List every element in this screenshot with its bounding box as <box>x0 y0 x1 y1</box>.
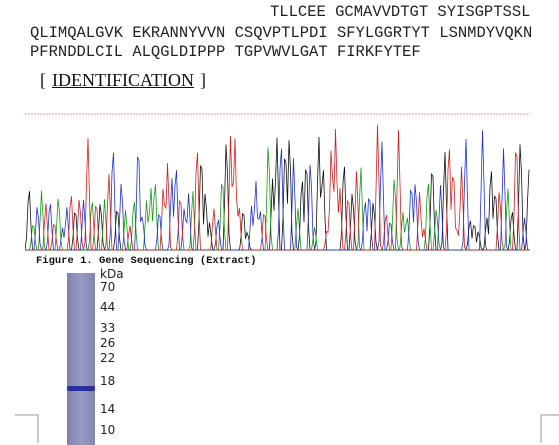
bracket: ] <box>199 70 206 90</box>
section-heading: [ IDENTIFICATION] <box>40 70 206 91</box>
section-title: IDENTIFICATION <box>52 70 194 90</box>
gel-marker: 44 <box>100 300 116 314</box>
chromatogram-bg <box>25 106 530 252</box>
gel-marker: 18 <box>100 374 116 388</box>
gel-marker: 14 <box>100 402 116 416</box>
trace <box>25 124 529 252</box>
sequence-line: TLLCEE GCMAVVDTGT SYISGPTSSL <box>270 3 531 21</box>
gel-marker: 22 <box>100 351 116 365</box>
gel-band <box>67 386 95 391</box>
gel-marker: 70 <box>100 280 116 294</box>
gel-area <box>15 273 559 445</box>
corner-mark <box>540 414 559 443</box>
chromatogram <box>25 106 530 252</box>
bracket: [ <box>40 70 46 90</box>
sequence-line: QLIMQALGVK EKRANNYVVN CSQVPTLPDI SFYLGGR… <box>30 24 533 42</box>
corner-mark <box>15 414 39 443</box>
gel-unit: kDa <box>100 267 124 281</box>
gel-marker: 10 <box>100 423 116 437</box>
figure-caption: Figure 1. Gene Sequencing (Extract) <box>36 255 257 267</box>
gel-lane <box>67 273 95 445</box>
gel-marker: 26 <box>100 336 116 350</box>
gel-marker: 33 <box>100 321 116 335</box>
sequence-line: PFRNDDLCIL ALQGLDIPPP TGPVWVLGAT FIRKFYT… <box>30 43 421 61</box>
